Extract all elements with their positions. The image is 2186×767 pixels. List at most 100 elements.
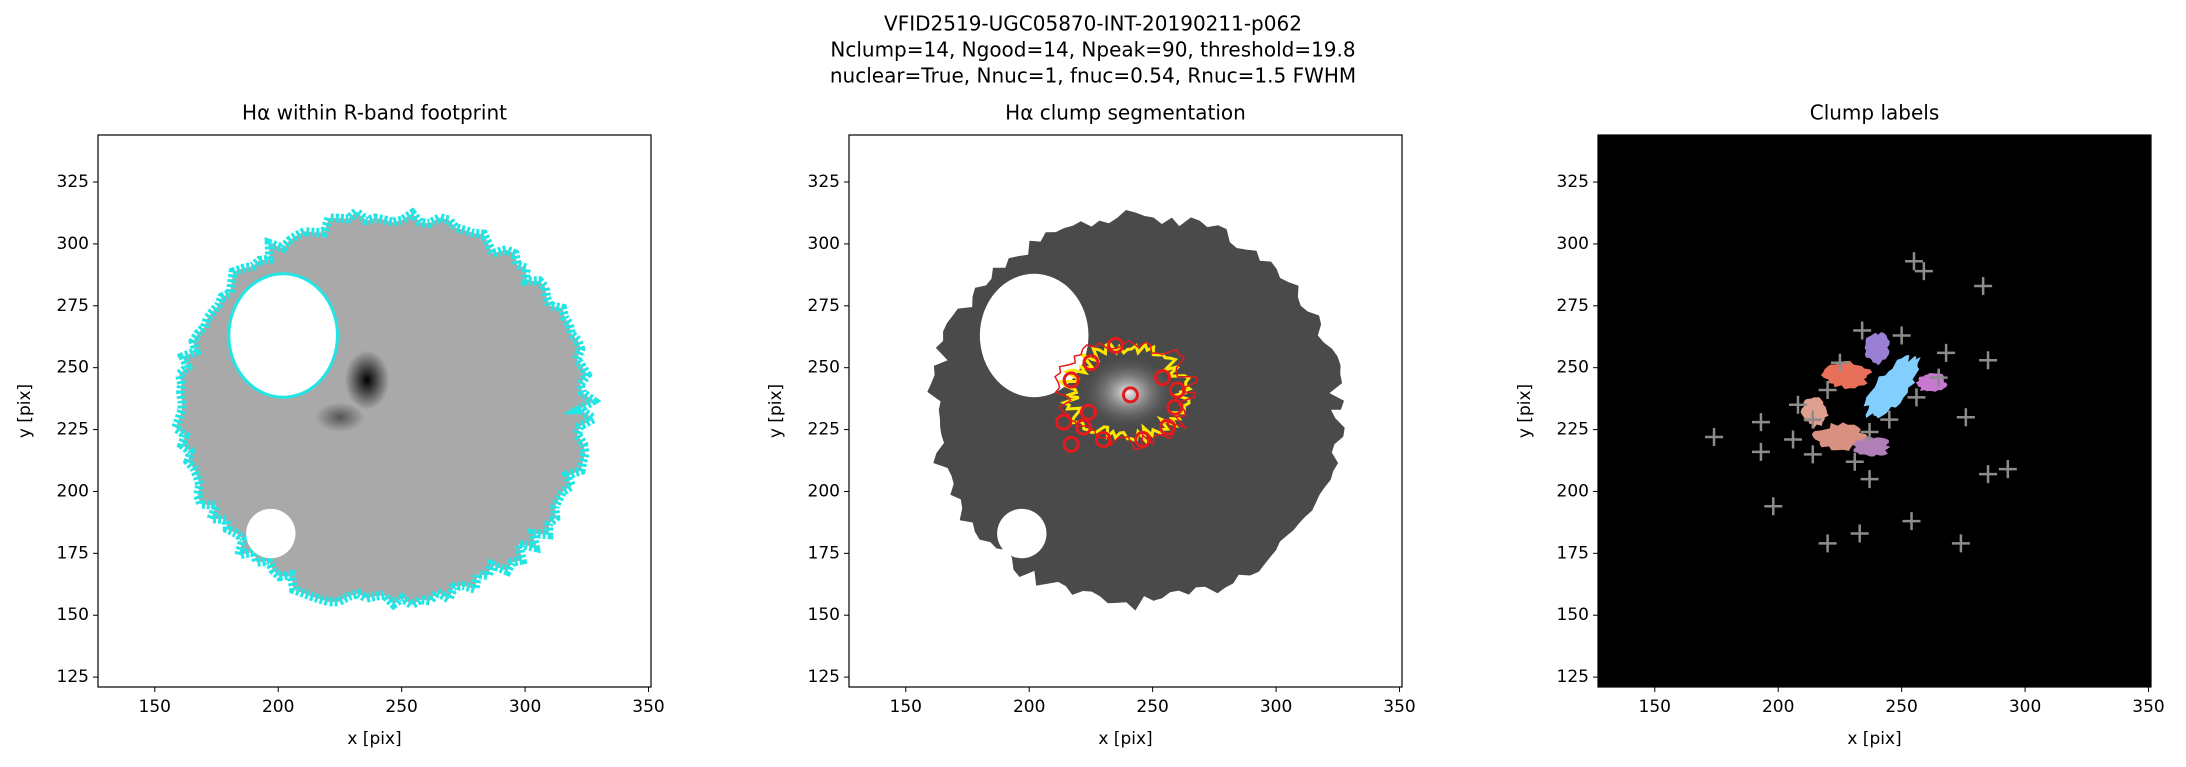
peak-marker bbox=[1880, 410, 1899, 429]
peak-marker bbox=[1860, 423, 1879, 442]
y-tick-label: 150 bbox=[808, 605, 840, 625]
peak-marker bbox=[1830, 353, 1849, 372]
y-tick-label: 200 bbox=[57, 481, 89, 501]
clump-marker bbox=[1154, 369, 1172, 387]
peak-marker bbox=[1818, 534, 1837, 553]
y-tick-label: 325 bbox=[808, 172, 840, 192]
y-tick-label: 200 bbox=[1557, 481, 1589, 501]
y-tick-label: 150 bbox=[57, 605, 89, 625]
x-tick-label: 200 bbox=[262, 697, 294, 717]
clump-marker bbox=[1055, 413, 1073, 431]
y-tick-label: 125 bbox=[57, 667, 89, 687]
y-tick-label: 125 bbox=[808, 667, 840, 687]
peak-marker bbox=[1784, 430, 1803, 449]
y-tick-label: 300 bbox=[1557, 234, 1589, 254]
x-tick-label: 300 bbox=[2009, 697, 2041, 717]
y-tick-label: 325 bbox=[57, 172, 89, 192]
x-axis-label: x [pix] bbox=[1098, 729, 1152, 749]
clump-marker bbox=[1082, 354, 1100, 372]
clump-marker bbox=[1134, 430, 1152, 448]
peak-marker bbox=[1818, 380, 1837, 399]
peak-marker bbox=[1751, 413, 1770, 432]
y-tick-label: 325 bbox=[1557, 172, 1589, 192]
y-axis-label: y [pix] bbox=[1515, 384, 1535, 438]
clump-marker bbox=[1094, 430, 1112, 448]
peak-marker bbox=[1853, 321, 1872, 340]
core bbox=[1083, 357, 1173, 427]
y-tick-label: 175 bbox=[57, 543, 89, 563]
peak-marker bbox=[1929, 368, 1948, 387]
peak-marker bbox=[1956, 408, 1975, 427]
y-tick-label: 125 bbox=[1557, 667, 1589, 687]
clump-marker bbox=[1166, 398, 1184, 416]
peak-marker bbox=[1979, 465, 1998, 484]
clump-contour bbox=[1054, 339, 1199, 450]
axes-title: Clump labels bbox=[1810, 101, 1940, 125]
x-tick-label: 350 bbox=[632, 697, 664, 717]
y-tick-label: 250 bbox=[57, 358, 89, 378]
y-tick-label: 175 bbox=[808, 543, 840, 563]
peak-marker bbox=[1937, 343, 1956, 362]
suptitle: VFID2519-UGC05870-INT-20190211-p062 bbox=[884, 12, 1302, 36]
x-tick-label: 150 bbox=[1639, 697, 1671, 717]
suptitle: nuclear=True, Nnuc=1, fnuc=0.54, Rnuc=1.… bbox=[830, 64, 1356, 88]
clump-label bbox=[1864, 332, 1890, 366]
peak-marker bbox=[1902, 512, 1921, 531]
core bbox=[344, 350, 390, 410]
clump-label bbox=[1851, 436, 1891, 457]
peak-marker bbox=[1979, 351, 1998, 370]
peak-marker bbox=[1914, 262, 1933, 281]
suptitle: Nclump=14, Ngood=14, Npeak=90, threshold… bbox=[830, 38, 1355, 62]
clump-marker bbox=[1168, 381, 1186, 399]
x-tick-label: 200 bbox=[1762, 697, 1794, 717]
peak-marker bbox=[1974, 276, 1993, 295]
peak-marker bbox=[1951, 534, 1970, 553]
clump-label bbox=[1863, 354, 1921, 419]
core bbox=[315, 402, 365, 433]
masked-region bbox=[979, 273, 1089, 398]
y-axis-label: y [pix] bbox=[15, 384, 35, 438]
y-tick-label: 200 bbox=[808, 481, 840, 501]
y-tick-label: 225 bbox=[808, 420, 840, 440]
clump-marker bbox=[1121, 386, 1139, 404]
y-tick-label: 150 bbox=[1557, 605, 1589, 625]
y-tick-label: 275 bbox=[808, 296, 840, 316]
x-tick-label: 350 bbox=[2132, 697, 2164, 717]
masked-region bbox=[227, 272, 339, 399]
y-tick-label: 250 bbox=[808, 358, 840, 378]
x-tick-label: 250 bbox=[385, 697, 417, 717]
clump-marker bbox=[1075, 418, 1093, 436]
clump-marker bbox=[1158, 418, 1176, 436]
masked-region bbox=[997, 508, 1047, 559]
peak-marker bbox=[1705, 427, 1724, 446]
y-tick-label: 250 bbox=[1557, 358, 1589, 378]
x-tick-label: 250 bbox=[1136, 697, 1168, 717]
axes-frame bbox=[1597, 134, 2152, 688]
peak-marker bbox=[1845, 452, 1864, 471]
clump-label bbox=[1820, 360, 1873, 390]
x-axis-label: x [pix] bbox=[347, 729, 401, 749]
image bbox=[1598, 135, 2151, 687]
y-tick-label: 175 bbox=[1557, 543, 1589, 563]
peak-marker bbox=[1892, 326, 1911, 345]
axes-title: Hα clump segmentation bbox=[1005, 101, 1246, 125]
x-tick-label: 300 bbox=[1260, 697, 1292, 717]
peak-marker bbox=[1788, 395, 1807, 414]
peak-marker bbox=[1850, 524, 1869, 543]
x-tick-label: 350 bbox=[1383, 697, 1415, 717]
axes-frame bbox=[97, 134, 652, 688]
image bbox=[849, 135, 1402, 687]
x-tick-label: 150 bbox=[139, 697, 171, 717]
peak-marker bbox=[1860, 470, 1879, 489]
peak-marker bbox=[1998, 460, 2017, 479]
clump-marker bbox=[1062, 371, 1080, 389]
peak-marker bbox=[1764, 497, 1783, 516]
clump-marker bbox=[1062, 435, 1080, 453]
axes-frame bbox=[848, 134, 1403, 688]
clump-marker bbox=[1107, 336, 1125, 354]
x-tick-label: 250 bbox=[1885, 697, 1917, 717]
peak-marker bbox=[1907, 388, 1926, 407]
image bbox=[98, 135, 651, 687]
peak-marker bbox=[1905, 252, 1923, 271]
